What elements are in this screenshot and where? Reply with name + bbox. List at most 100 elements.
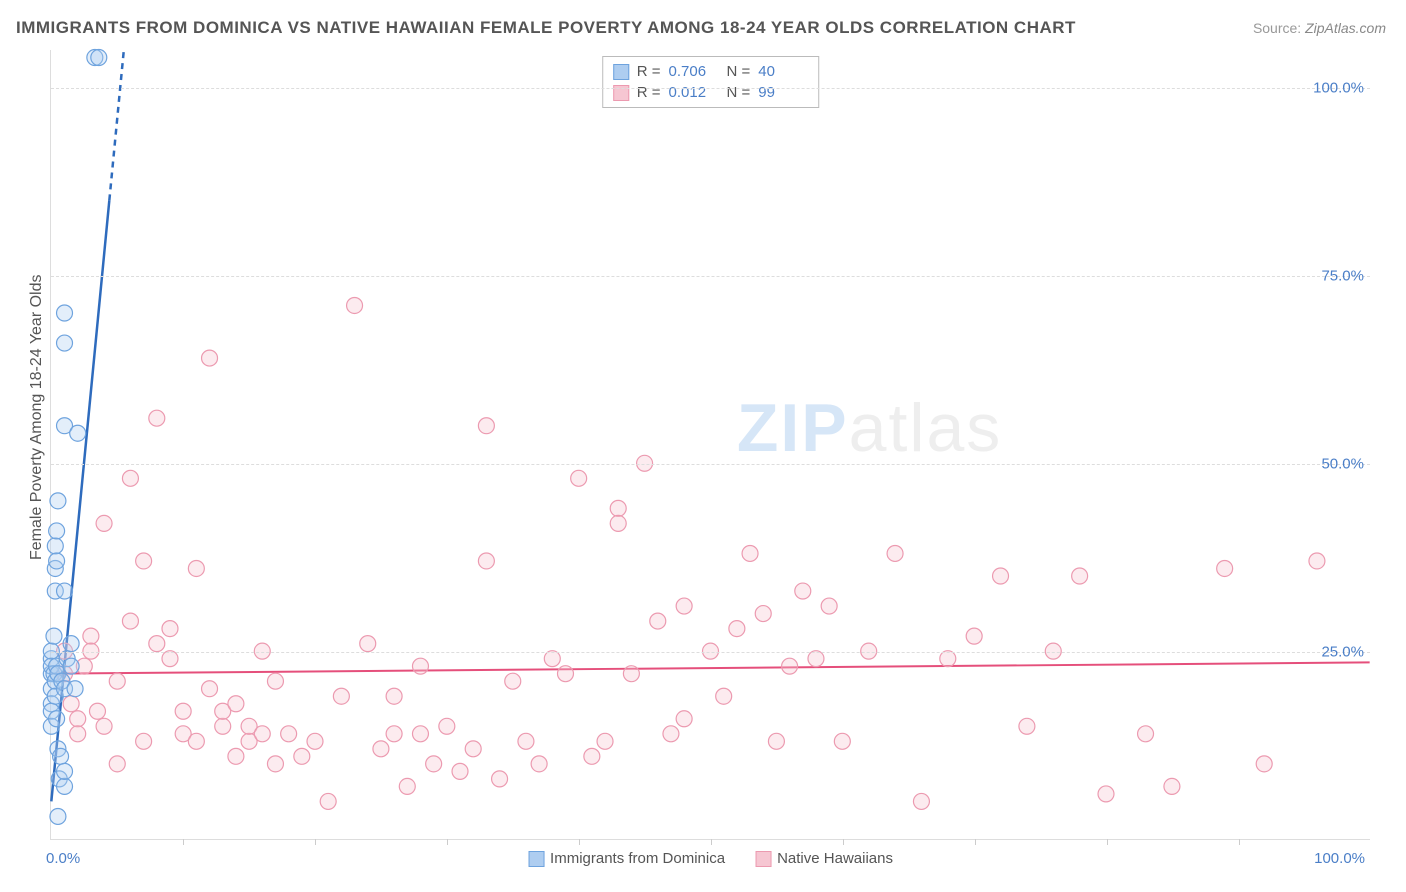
y-tick-label: 25.0% xyxy=(1321,643,1364,660)
source-label: Source: xyxy=(1253,20,1301,36)
point-b xyxy=(136,733,152,749)
point-b xyxy=(439,718,455,734)
point-b xyxy=(399,778,415,794)
x-tick-mark xyxy=(711,839,712,845)
point-b xyxy=(716,688,732,704)
point-b xyxy=(610,500,626,516)
point-b xyxy=(676,711,692,727)
r-label-a: R = xyxy=(637,63,661,80)
chart-title: IMMIGRANTS FROM DOMINICA VS NATIVE HAWAI… xyxy=(16,18,1076,38)
point-b xyxy=(1217,560,1233,576)
point-b xyxy=(386,726,402,742)
point-b xyxy=(1019,718,1035,734)
point-b xyxy=(228,748,244,764)
x-tick-max: 100.0% xyxy=(1314,850,1365,867)
point-a xyxy=(57,305,73,321)
r-value-b: 0.012 xyxy=(669,84,719,101)
point-b xyxy=(821,598,837,614)
point-b xyxy=(663,726,679,742)
gridline xyxy=(51,276,1370,277)
legend-row-a: R = 0.706 N = 40 xyxy=(613,61,809,82)
point-b xyxy=(307,733,323,749)
point-b xyxy=(320,793,336,809)
plot-svg xyxy=(51,50,1370,839)
n-value-a: 40 xyxy=(758,63,808,80)
point-b xyxy=(834,733,850,749)
point-b xyxy=(175,703,191,719)
point-b xyxy=(993,568,1009,584)
x-tick-mark xyxy=(1107,839,1108,845)
point-b xyxy=(202,681,218,697)
point-a xyxy=(47,538,63,554)
point-a xyxy=(57,335,73,351)
n-label-a: N = xyxy=(727,63,751,80)
point-b xyxy=(267,673,283,689)
point-b xyxy=(940,651,956,667)
point-b xyxy=(597,733,613,749)
y-tick-label: 75.0% xyxy=(1321,267,1364,284)
plot-area: ZIPatlas R = 0.706 N = 40 R = 0.012 N = … xyxy=(50,50,1370,840)
point-a xyxy=(63,658,79,674)
point-b xyxy=(1309,553,1325,569)
point-b xyxy=(412,726,428,742)
point-b xyxy=(1164,778,1180,794)
point-b xyxy=(610,515,626,531)
point-a xyxy=(70,425,86,441)
point-b xyxy=(109,756,125,772)
point-b xyxy=(584,748,600,764)
point-b xyxy=(650,613,666,629)
point-b xyxy=(136,553,152,569)
point-b xyxy=(63,696,79,712)
r-label-b: R = xyxy=(637,84,661,101)
y-axis-label: Female Poverty Among 18-24 Year Olds xyxy=(28,275,46,561)
series-swatch-a xyxy=(528,851,544,867)
point-b xyxy=(795,583,811,599)
point-b xyxy=(228,696,244,712)
point-a xyxy=(50,493,66,509)
point-b xyxy=(96,515,112,531)
point-a xyxy=(49,553,65,569)
x-tick-mark xyxy=(579,839,580,845)
point-b xyxy=(492,771,508,787)
legend-row-b: R = 0.012 N = 99 xyxy=(613,82,809,103)
point-a xyxy=(57,778,73,794)
point-b xyxy=(478,418,494,434)
point-b xyxy=(742,545,758,561)
gridline xyxy=(51,652,1370,653)
point-a xyxy=(57,583,73,599)
point-a xyxy=(46,628,62,644)
gridline xyxy=(51,464,1370,465)
point-b xyxy=(1072,568,1088,584)
point-b xyxy=(768,733,784,749)
point-b xyxy=(452,763,468,779)
point-b xyxy=(676,598,692,614)
point-b xyxy=(347,297,363,313)
point-a xyxy=(57,763,73,779)
point-b xyxy=(412,658,428,674)
n-label-b: N = xyxy=(727,84,751,101)
point-b xyxy=(360,636,376,652)
series-legend: Immigrants from Dominica Native Hawaiian… xyxy=(528,850,893,867)
y-tick-label: 100.0% xyxy=(1313,79,1364,96)
gridline xyxy=(51,88,1370,89)
point-b xyxy=(109,673,125,689)
point-b xyxy=(281,726,297,742)
point-a xyxy=(49,711,65,727)
point-b xyxy=(887,545,903,561)
x-tick-mark xyxy=(315,839,316,845)
point-b xyxy=(1138,726,1154,742)
point-b xyxy=(294,748,310,764)
x-tick-mark xyxy=(1239,839,1240,845)
y-tick-label: 50.0% xyxy=(1321,455,1364,472)
point-a xyxy=(91,50,107,66)
x-tick-min: 0.0% xyxy=(46,850,80,867)
point-b xyxy=(267,756,283,772)
point-b xyxy=(478,553,494,569)
series-legend-b: Native Hawaiians xyxy=(755,850,893,867)
point-b xyxy=(373,741,389,757)
point-b xyxy=(1256,756,1272,772)
source-attribution: Source: ZipAtlas.com xyxy=(1253,20,1386,36)
series-legend-a: Immigrants from Dominica xyxy=(528,850,725,867)
point-b xyxy=(755,606,771,622)
point-a xyxy=(63,636,79,652)
